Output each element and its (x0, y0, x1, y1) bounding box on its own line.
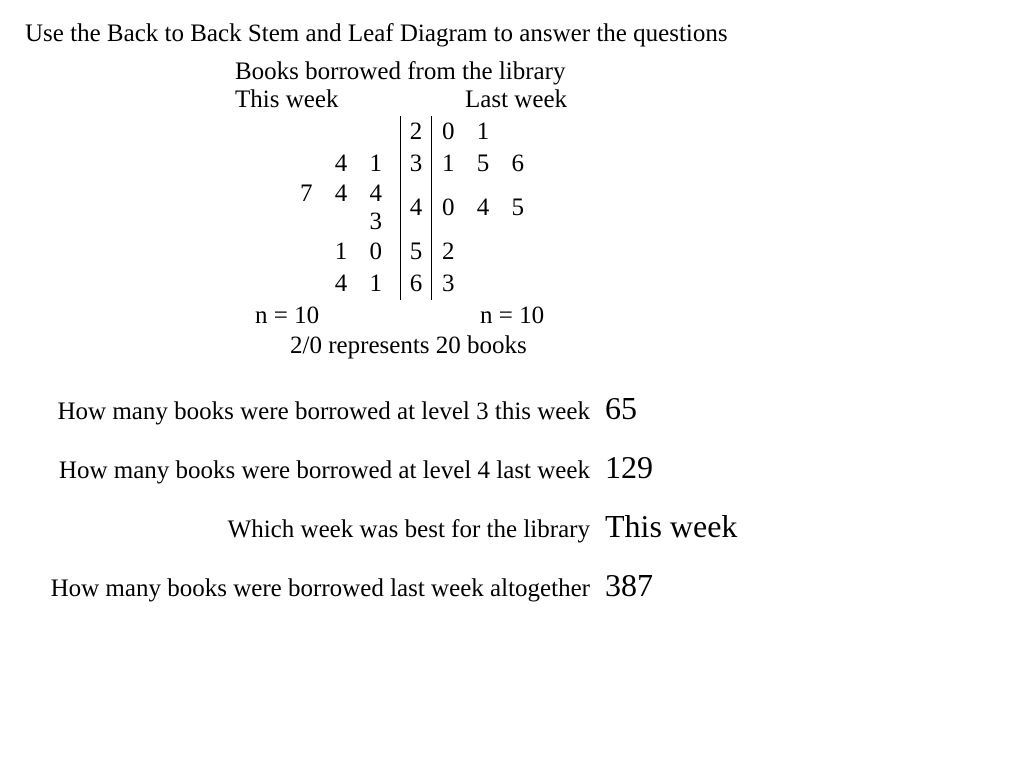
stem-cell: 3 (401, 148, 432, 180)
key-text: 2/0 represents 20 books (290, 332, 1004, 360)
left-leaves (290, 116, 401, 148)
right-leaves: 2 (432, 236, 563, 268)
table-row: 1 0 5 2 (290, 236, 562, 268)
stem-cell: 5 (401, 236, 432, 268)
right-leaves: 0 4 5 (432, 180, 563, 236)
stem-cell: 4 (401, 180, 432, 236)
left-column-header: This week (235, 86, 465, 114)
table-row: 2 0 1 (290, 116, 562, 148)
right-column-header: Last week (465, 86, 567, 113)
qa-block: How many books were borrowed at level 3 … (25, 390, 1004, 604)
answer-text: 129 (605, 449, 653, 486)
table-row: 7 4 4 3 4 0 4 5 (290, 180, 562, 236)
qa-row: Which week was best for the library This… (25, 508, 1004, 545)
left-leaves: 1 0 (290, 236, 401, 268)
question-text: How many books were borrowed last week a… (25, 575, 605, 603)
answer-text: 387 (605, 567, 653, 604)
n-row: n = 10n = 10 (235, 302, 1004, 330)
right-leaves: 3 (432, 268, 563, 300)
answer-text: This week (605, 508, 737, 545)
left-leaves: 4 1 (290, 148, 401, 180)
n-right: n = 10 (480, 302, 544, 329)
question-text: How many books were borrowed at level 4 … (25, 457, 605, 485)
answer-text: 65 (605, 390, 637, 427)
left-leaves: 4 1 (290, 268, 401, 300)
stem-cell: 6 (401, 268, 432, 300)
column-headers: This weekLast week (235, 86, 1004, 114)
question-text: Which week was best for the library (25, 516, 605, 544)
qa-row: How many books were borrowed last week a… (25, 567, 1004, 604)
table-row: 4 1 6 3 (290, 268, 562, 300)
stem-leaf-diagram: Books borrowed from the library This wee… (235, 58, 1004, 360)
right-leaves: 1 5 6 (432, 148, 563, 180)
right-leaves: 0 1 (432, 116, 563, 148)
instruction-text: Use the Back to Back Stem and Leaf Diagr… (25, 20, 1004, 48)
qa-row: How many books were borrowed at level 3 … (25, 390, 1004, 427)
stem-cell: 2 (401, 116, 432, 148)
left-leaves: 7 4 4 3 (290, 180, 401, 236)
n-left: n = 10 (255, 302, 480, 330)
stem-leaf-table: 2 0 1 4 1 3 1 5 6 7 4 4 3 4 0 4 5 1 0 5 … (290, 116, 562, 300)
table-row: 4 1 3 1 5 6 (290, 148, 562, 180)
question-text: How many books were borrowed at level 3 … (25, 398, 605, 426)
diagram-title: Books borrowed from the library (235, 58, 1004, 86)
qa-row: How many books were borrowed at level 4 … (25, 449, 1004, 486)
